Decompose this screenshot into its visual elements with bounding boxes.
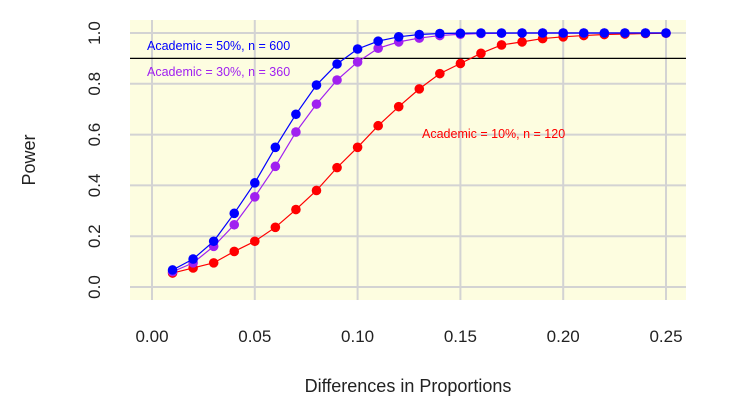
data-point bbox=[352, 57, 363, 67]
data-point bbox=[393, 101, 404, 112]
data-point bbox=[599, 28, 610, 38]
data-point bbox=[352, 44, 363, 54]
data-point bbox=[188, 254, 198, 264]
series-3 bbox=[167, 28, 671, 275]
y-tick-label: 0.4 bbox=[85, 174, 104, 198]
data-point bbox=[373, 43, 383, 54]
data-point bbox=[167, 265, 178, 275]
data-point bbox=[270, 161, 281, 172]
annotation-30: Academic = 30%, n = 360 bbox=[147, 65, 290, 79]
data-point bbox=[332, 162, 342, 173]
plot-background bbox=[130, 20, 686, 300]
data-point bbox=[476, 28, 486, 38]
data-point bbox=[373, 120, 383, 131]
data-point bbox=[311, 185, 322, 196]
data-point bbox=[229, 246, 240, 257]
x-tick-label: 0.25 bbox=[649, 327, 682, 346]
annotation-50: Academic = 50%, n = 600 bbox=[147, 39, 290, 53]
data-point bbox=[414, 84, 425, 94]
data-point bbox=[311, 99, 322, 109]
y-tick-label: 0.8 bbox=[85, 72, 104, 96]
data-point bbox=[250, 192, 260, 202]
data-point bbox=[393, 32, 404, 42]
data-point bbox=[352, 142, 363, 153]
data-point bbox=[640, 28, 651, 38]
data-point bbox=[270, 222, 281, 233]
data-point bbox=[558, 28, 568, 38]
x-axis-label: Differences in Proportions bbox=[305, 376, 512, 396]
x-tick-label: 0.10 bbox=[341, 327, 374, 346]
data-point bbox=[311, 80, 322, 90]
data-point bbox=[250, 178, 260, 188]
data-point bbox=[229, 219, 240, 230]
x-tick-label: 0.20 bbox=[547, 327, 580, 346]
data-point bbox=[270, 142, 281, 153]
data-point bbox=[620, 28, 630, 38]
data-point bbox=[496, 40, 507, 50]
y-axis-label: Power bbox=[19, 134, 39, 185]
annotation-10: Academic = 10%, n = 120 bbox=[422, 127, 565, 141]
data-point bbox=[332, 75, 342, 85]
data-point bbox=[455, 58, 466, 69]
data-point bbox=[208, 258, 219, 268]
data-point bbox=[476, 48, 486, 59]
data-point bbox=[517, 37, 527, 47]
data-point bbox=[208, 236, 219, 247]
data-point bbox=[661, 28, 671, 38]
x-tick-label: 0.00 bbox=[135, 327, 168, 346]
data-point bbox=[435, 28, 445, 39]
data-point bbox=[414, 29, 425, 40]
data-point bbox=[496, 28, 507, 38]
y-tick-label: 0.0 bbox=[85, 275, 104, 299]
data-point bbox=[291, 204, 301, 215]
data-point bbox=[229, 208, 240, 219]
data-point bbox=[517, 28, 527, 38]
data-point bbox=[250, 236, 260, 247]
data-point bbox=[578, 28, 589, 38]
y-tick-label: 1.0 bbox=[85, 21, 104, 45]
x-tick-label: 0.15 bbox=[444, 327, 477, 346]
data-point bbox=[537, 28, 548, 38]
data-point bbox=[373, 36, 383, 46]
x-tick-label: 0.05 bbox=[238, 327, 271, 346]
data-point bbox=[291, 127, 301, 137]
data-point bbox=[435, 68, 445, 79]
data-point bbox=[332, 59, 342, 69]
data-point bbox=[455, 28, 466, 39]
y-tick-label: 0.6 bbox=[85, 123, 104, 147]
y-tick-label: 0.2 bbox=[85, 224, 104, 248]
data-point bbox=[291, 109, 301, 120]
